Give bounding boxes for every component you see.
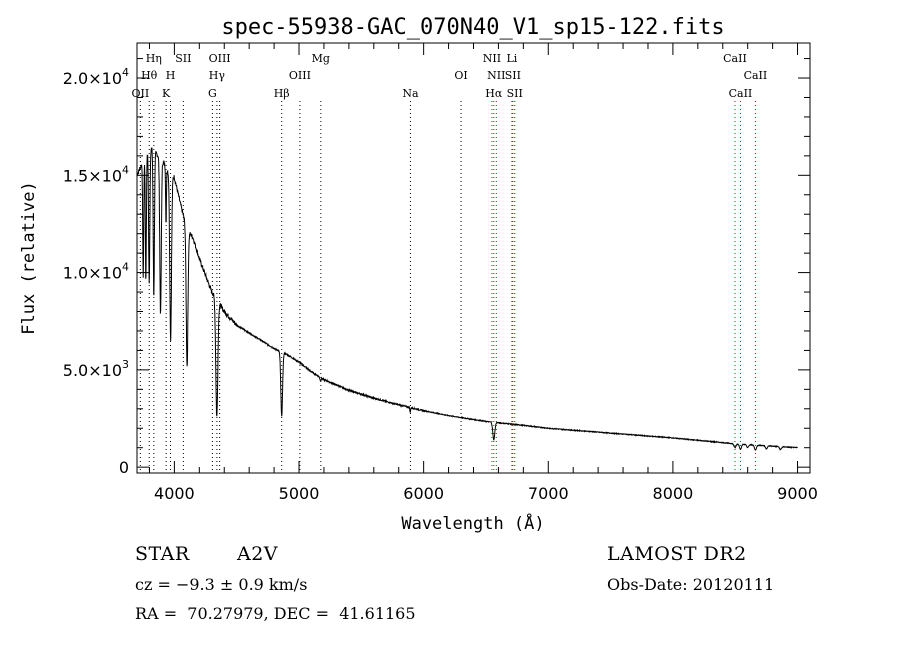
- line-marker-label: Hα: [485, 87, 503, 100]
- line-marker-label: SII: [175, 52, 191, 65]
- survey-name: LAMOST DR2: [607, 543, 747, 565]
- line-marker-label: OII: [132, 87, 150, 100]
- line-marker-label: NII: [487, 69, 505, 82]
- line-marker-label: Hγ: [209, 69, 226, 82]
- y-tick-label: 1.0×104: [63, 261, 129, 283]
- x-tick-label: 9000: [777, 484, 818, 503]
- y-tick-label: 1.5×104: [63, 163, 129, 185]
- line-marker-label: Hη: [146, 52, 162, 65]
- line-marker-label: Na: [402, 87, 419, 100]
- x-axis-label: Wavelength (Å): [401, 512, 544, 534]
- line-marker-label: NII: [483, 52, 501, 65]
- line-marker-label: SII: [507, 87, 523, 100]
- redshift-cz: cz = −9.3 ± 0.9 km/s: [135, 575, 308, 594]
- x-tick-label: 7000: [528, 484, 569, 503]
- y-tick-label: 2.0×104: [63, 66, 129, 88]
- line-marker-label: OI: [454, 69, 467, 82]
- line-marker-label: H: [166, 69, 176, 82]
- x-tick-label: 4000: [154, 484, 195, 503]
- plot-frame: [136, 42, 811, 474]
- object-class: STAR: [135, 543, 190, 565]
- spectrum-line: [136, 147, 798, 451]
- line-marker-label: CaII: [723, 52, 747, 65]
- x-tick-label: 5000: [279, 484, 320, 503]
- line-marker-label: SII: [505, 69, 521, 82]
- y-axis-label: Flux (relative): [19, 181, 39, 335]
- chart-title: spec-55938-GAC_070N40_V1_sp15-122.fits: [221, 15, 724, 40]
- y-tick-label: 5.0×103: [63, 358, 129, 380]
- line-marker-label: CaII: [744, 69, 768, 82]
- line-marker-label: Hβ: [274, 87, 290, 100]
- line-marker-label: OIII: [289, 69, 311, 82]
- y-tick-label: 0: [119, 458, 129, 477]
- object-subclass: A2V: [237, 543, 279, 565]
- x-tick-label: 8000: [653, 484, 694, 503]
- line-marker-label: Mg: [312, 52, 330, 65]
- line-marker-label: Hθ: [141, 69, 158, 82]
- coordinates: RA = 70.27979, DEC = 41.61165: [135, 604, 416, 623]
- line-marker-label: OIII: [209, 52, 231, 65]
- line-marker-label: K: [162, 87, 171, 100]
- axis-ticks: 4000 5000 6000 7000 8000 9000 0 5.0×103 1.0×104 1…: [63, 43, 818, 503]
- line-marker-label: Li: [506, 52, 517, 65]
- spectral-line-markers: OIIHθHηKHSIIGHγOIIIHβOIIIMgNaOINIIHαNIIL…: [132, 52, 768, 473]
- line-marker-label: G: [208, 87, 217, 100]
- x-tick-label: 6000: [403, 484, 444, 503]
- observation-date: Obs-Date: 20120111: [607, 575, 775, 594]
- line-marker-label: CaII: [729, 87, 753, 100]
